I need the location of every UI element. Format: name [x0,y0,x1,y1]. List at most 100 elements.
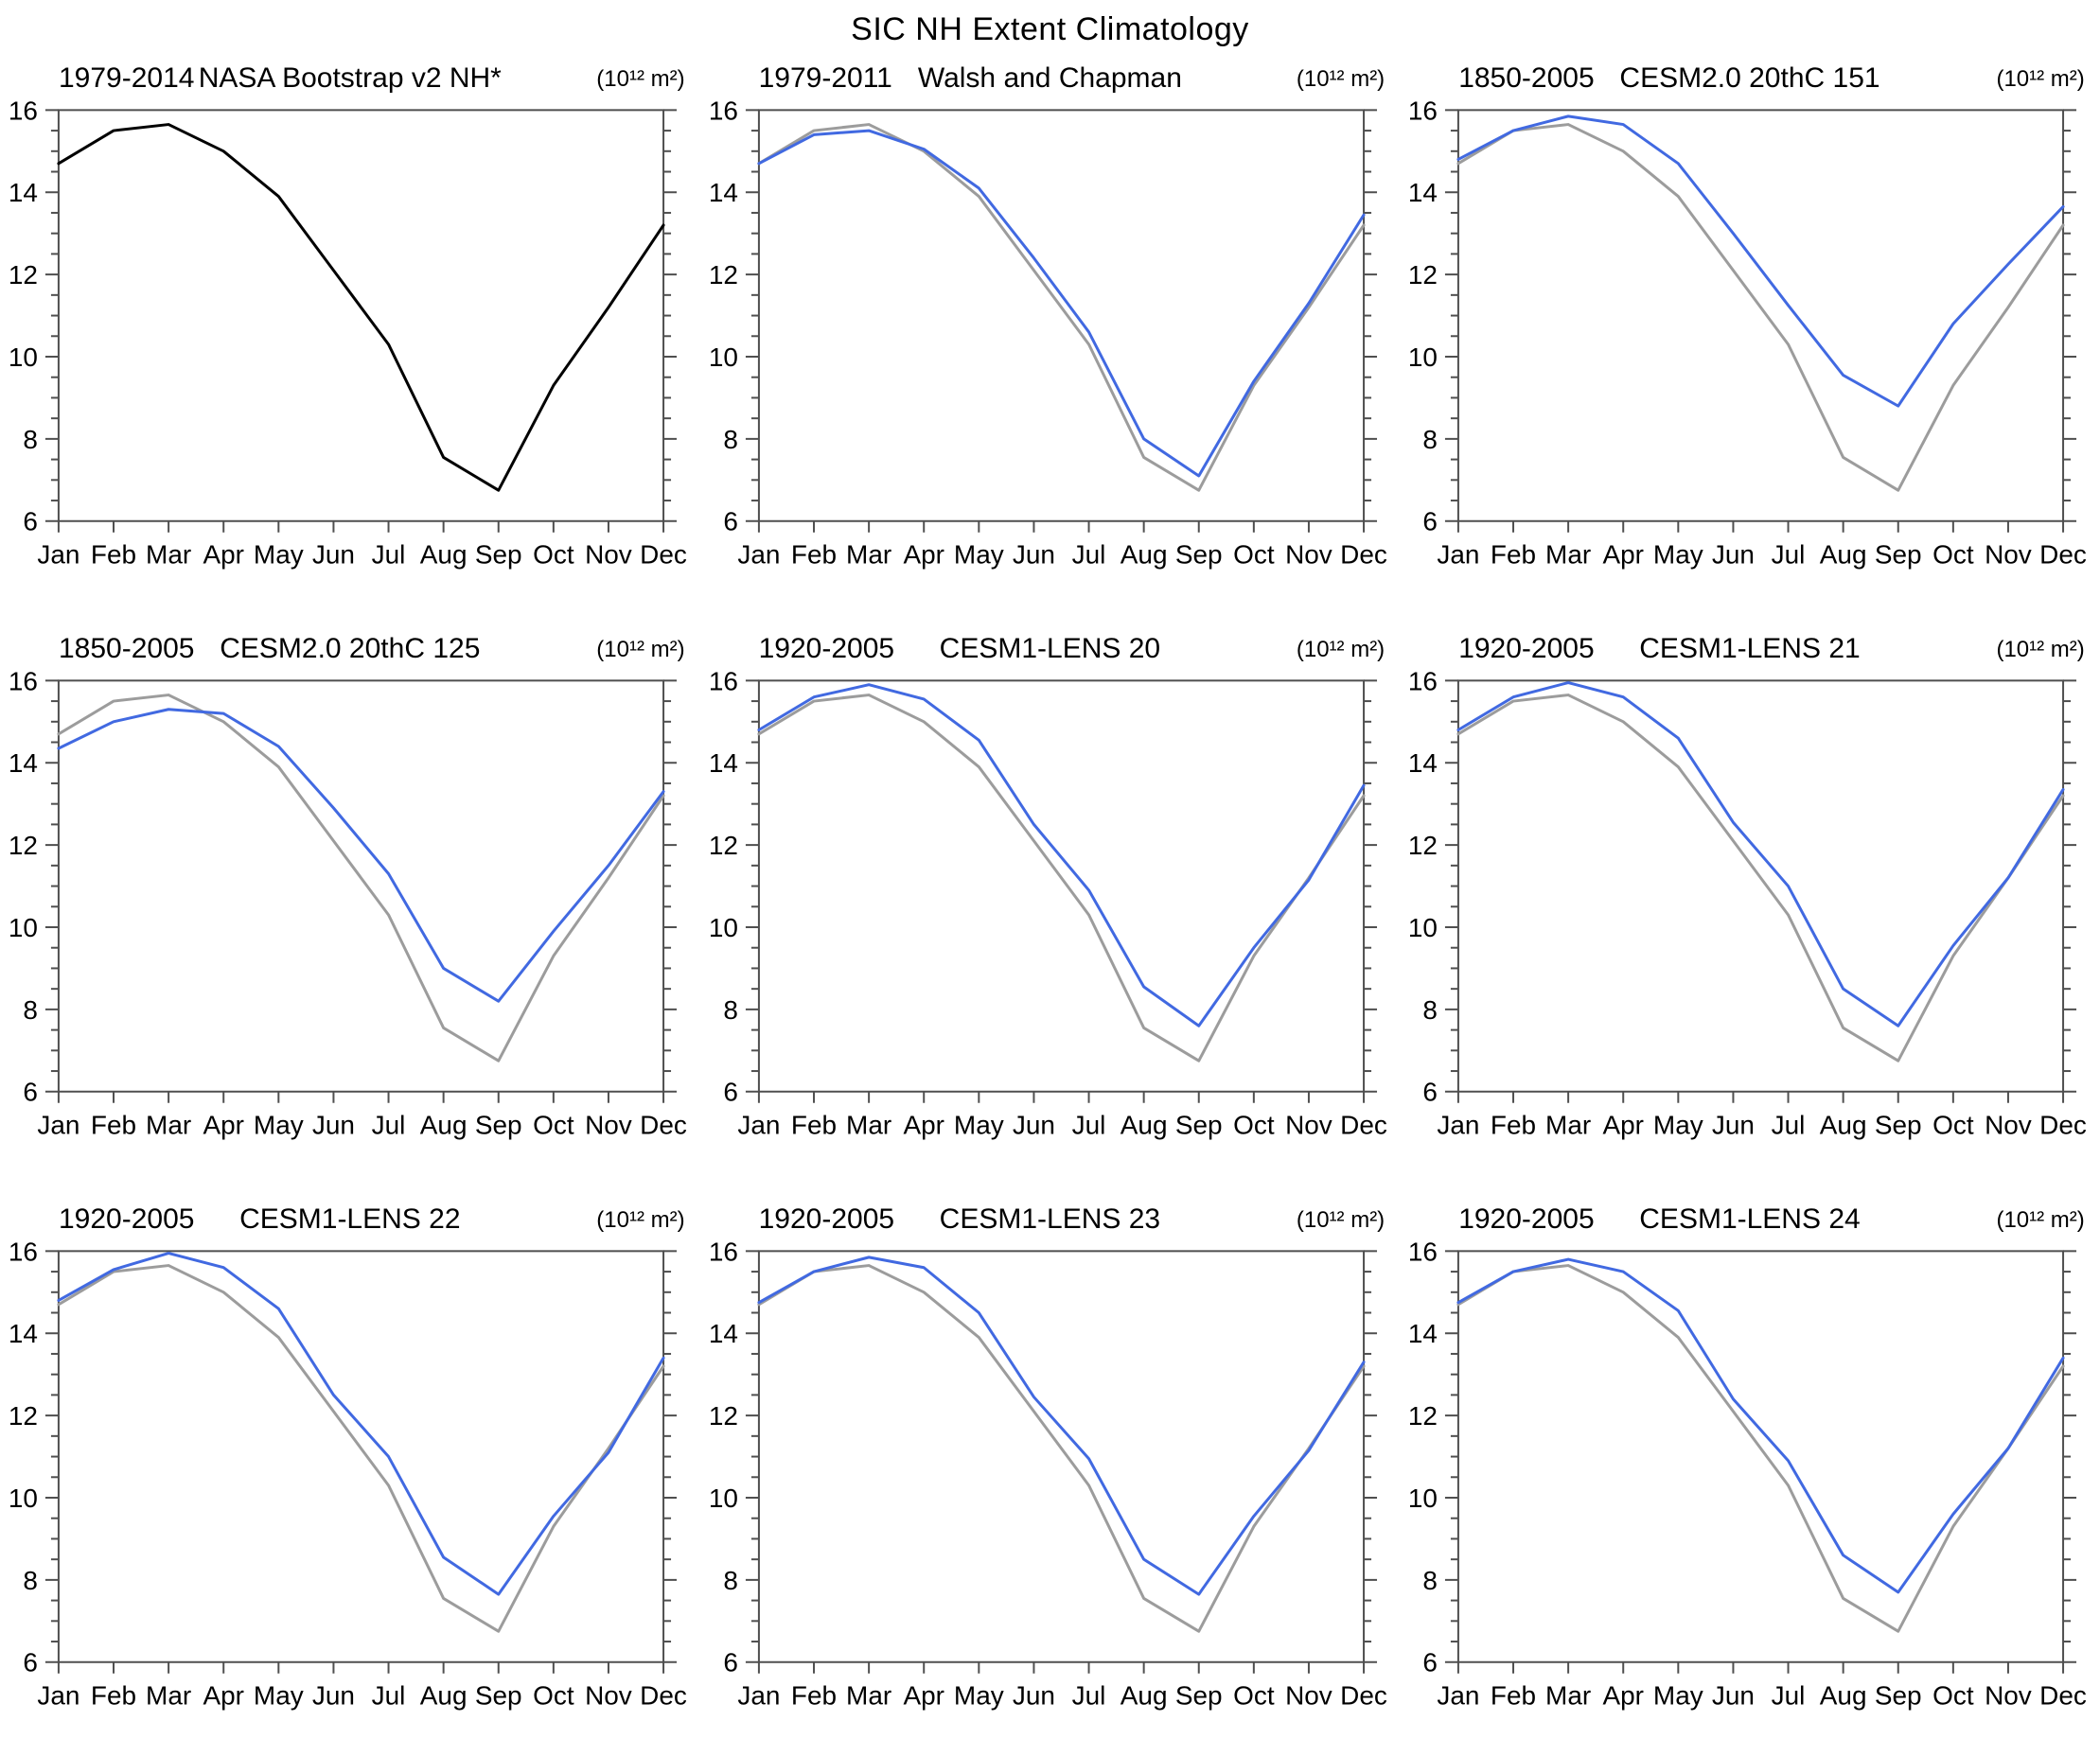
svg-text:14: 14 [1408,178,1438,207]
svg-text:6: 6 [723,507,738,536]
svg-text:8: 8 [1423,1566,1438,1595]
svg-text:Dec: Dec [2039,1681,2087,1711]
panel-title: CESM1-LENS 24 [1639,1203,1861,1235]
x-axis-ticks [757,520,1365,533]
svg-text:6: 6 [1423,1648,1438,1677]
panel-period: 1920-2005 [758,1203,895,1235]
panel-title: CESM1-LENS 23 [939,1203,1161,1235]
svg-text:Nov: Nov [1285,1681,1332,1711]
svg-text:Nov: Nov [585,540,632,570]
svg-text:Mar: Mar [1545,1111,1591,1140]
axes-frame [757,679,1365,1093]
svg-text:Mar: Mar [146,1111,191,1140]
y-axis-labels: 6 8 10 12 14 16 [708,666,738,1107]
panel-title: CESM1-LENS 22 [239,1203,461,1235]
panel-period: 1920-2005 [758,633,895,664]
svg-text:16: 16 [708,98,737,125]
svg-text:Apr: Apr [1603,540,1645,570]
svg-text:Nov: Nov [1285,1111,1332,1140]
axes-frame [757,1250,1365,1663]
svg-text:6: 6 [723,1078,738,1107]
svg-text:May: May [254,1681,304,1711]
svg-text:Jan: Jan [1438,540,1480,570]
svg-text:Jan: Jan [1438,1681,1480,1711]
panel-walsh-and-chapman: 1979-2011 Walsh and Chapman (10¹² m²) 6 8… [700,55,1401,614]
svg-text:Aug: Aug [420,1111,468,1140]
svg-text:Sep: Sep [475,1681,522,1711]
svg-text:Feb: Feb [791,1111,837,1140]
series-nasa-bootstrap-v2-nh-reference [1456,123,2065,492]
svg-text:Jan: Jan [1438,1111,1480,1140]
svg-text:Sep: Sep [1174,1111,1222,1140]
svg-text:Aug: Aug [1820,540,1867,570]
svg-text:Nov: Nov [1285,540,1332,570]
axes-frame [57,1250,665,1663]
svg-text:Nov: Nov [1985,1681,2032,1711]
svg-text:Apr: Apr [1603,1111,1645,1140]
svg-text:Sep: Sep [1875,540,1922,570]
svg-text:Jan: Jan [737,540,780,570]
svg-text:6: 6 [23,507,38,536]
svg-text:12: 12 [9,831,38,860]
x-axis-labels: Jan Feb Mar Apr May Jun Jul Aug Sep Oct Nov Dec [37,540,687,570]
x-axis-ticks [757,1091,1365,1103]
svg-text:6: 6 [23,1648,38,1677]
svg-text:Nov: Nov [1985,540,2032,570]
svg-text:14: 14 [708,178,737,207]
svg-text:Dec: Dec [640,1681,687,1711]
svg-text:Jul: Jul [372,1111,406,1140]
svg-text:Oct: Oct [1233,1681,1275,1711]
svg-text:Feb: Feb [791,1681,837,1711]
x-axis-labels: Jan Feb Mar Apr May Jun Jul Aug Sep Oct Nov Dec [37,1111,687,1140]
y-axis-ticks [44,679,678,1093]
panel-title: CESM2.0 20thC 125 [220,633,481,664]
svg-text:Dec: Dec [640,540,687,570]
svg-text:12: 12 [1408,1401,1438,1431]
panel-title-row: 1920-2005 CESM1-LENS 21 (10¹² m²) [1400,625,2100,669]
svg-text:12: 12 [9,260,38,290]
y-axis-labels: 6 8 10 12 14 16 [9,666,38,1107]
svg-text:16: 16 [9,1239,38,1266]
y-axis-ticks [745,1250,1377,1663]
svg-text:10: 10 [1408,342,1438,372]
svg-text:10: 10 [708,1484,737,1513]
svg-text:Oct: Oct [1932,540,1974,570]
svg-text:Mar: Mar [146,1681,191,1711]
series-cesm1-lens-21 [1456,681,2065,1027]
x-axis-labels: Jan Feb Mar Apr May Jun Jul Aug Sep Oct Nov Dec [37,1681,687,1711]
x-axis-ticks [1457,520,2065,533]
panels-grid: 1979-2014 NASA Bootstrap v2 NH* (10¹² m²… [0,55,2100,1755]
svg-text:Nov: Nov [1985,1111,2032,1140]
svg-text:Apr: Apr [203,1111,244,1140]
svg-text:6: 6 [23,1078,38,1107]
svg-text:16: 16 [1408,98,1438,125]
svg-text:Mar: Mar [846,1681,891,1711]
svg-text:Jul: Jul [1772,540,1806,570]
svg-text:May: May [954,1681,1004,1711]
svg-text:Feb: Feb [791,540,837,570]
svg-text:Jun: Jun [1712,1111,1755,1140]
svg-text:Mar: Mar [1545,540,1591,570]
svg-text:16: 16 [1408,1239,1438,1266]
axes-frame [57,109,665,522]
panel-cesm1-lens-24: 1920-2005 CESM1-LENS 24 (10¹² m²) 6 8 10 12… [1400,1196,2100,1755]
y-axis-ticks [745,679,1377,1093]
panel-cesm2-20thc-125: 1850-2005 CESM2.0 20thC 125 (10¹² m²) 6 8… [0,625,700,1185]
svg-text:10: 10 [1408,913,1438,942]
svg-text:Apr: Apr [203,1681,244,1711]
panel-title-row: 1979-2011 Walsh and Chapman (10¹² m²) [700,55,1401,98]
svg-text:Aug: Aug [420,540,468,570]
svg-text:12: 12 [708,260,737,290]
x-axis-labels: Jan Feb Mar Apr May Jun Jul Aug Sep Oct Nov Dec [737,1681,1387,1711]
panel-nasa-bootstrap-v2-nh: 1979-2014 NASA Bootstrap v2 NH* (10¹² m²… [0,55,700,614]
svg-text:Jan: Jan [37,1681,79,1711]
svg-text:Apr: Apr [903,1681,944,1711]
panel-title: CESM2.0 20thC 151 [1619,62,1880,94]
axes-frame [1457,109,2065,522]
svg-text:Aug: Aug [1820,1111,1867,1140]
svg-text:May: May [254,540,304,570]
